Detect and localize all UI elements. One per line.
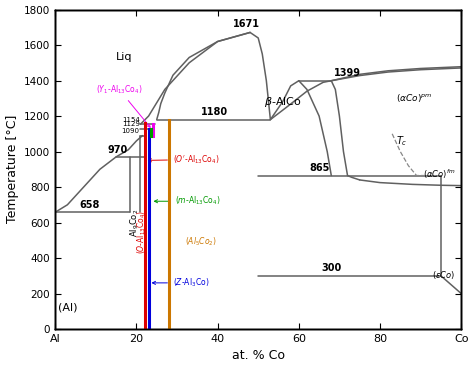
Text: $\beta$-AlCo: $\beta$-AlCo bbox=[264, 95, 301, 109]
Text: 970: 970 bbox=[108, 145, 128, 155]
Text: 1180: 1180 bbox=[201, 107, 228, 117]
Text: 1090: 1090 bbox=[122, 128, 140, 134]
Text: 1129: 1129 bbox=[122, 121, 140, 127]
Text: $T_c$: $T_c$ bbox=[396, 134, 408, 148]
Text: $(Y_1$-Al$_{13}$Co$_4)$: $(Y_1$-Al$_{13}$Co$_4)$ bbox=[96, 83, 150, 127]
X-axis label: at. % Co: at. % Co bbox=[232, 350, 285, 362]
Text: $(Z$-Al$_3$Co$)$: $(Z$-Al$_3$Co$)$ bbox=[153, 277, 210, 289]
Text: 1671: 1671 bbox=[233, 19, 260, 29]
Text: 1399: 1399 bbox=[334, 68, 361, 78]
Text: Liq: Liq bbox=[116, 53, 133, 63]
Text: $(O$-Al$_{13}$Co$_4)$: $(O$-Al$_{13}$Co$_4)$ bbox=[135, 209, 147, 254]
Y-axis label: Temperature [°C]: Temperature [°C] bbox=[6, 115, 18, 223]
Text: Al$_9$Co$_2$: Al$_9$Co$_2$ bbox=[128, 208, 141, 237]
Text: $(Al_5Co_2)$: $(Al_5Co_2)$ bbox=[185, 236, 218, 248]
Text: 865: 865 bbox=[309, 163, 329, 173]
Text: $(O'$-Al$_{13}$Co$_4)$: $(O'$-Al$_{13}$Co$_4)$ bbox=[148, 153, 219, 166]
Text: $(\alpha Co)^{pm}$: $(\alpha Co)^{pm}$ bbox=[396, 92, 433, 104]
Text: (Al): (Al) bbox=[58, 303, 77, 313]
Text: $(m$-Al$_{13}$Co$_4)$: $(m$-Al$_{13}$Co$_4)$ bbox=[155, 195, 221, 208]
Text: 1154: 1154 bbox=[122, 117, 140, 123]
Text: $(\alpha Co)^{fm}$: $(\alpha Co)^{fm}$ bbox=[423, 168, 455, 181]
Text: $(\varepsilon Co)$: $(\varepsilon Co)$ bbox=[432, 269, 455, 281]
Text: 300: 300 bbox=[321, 263, 341, 273]
Text: 658: 658 bbox=[80, 201, 100, 210]
